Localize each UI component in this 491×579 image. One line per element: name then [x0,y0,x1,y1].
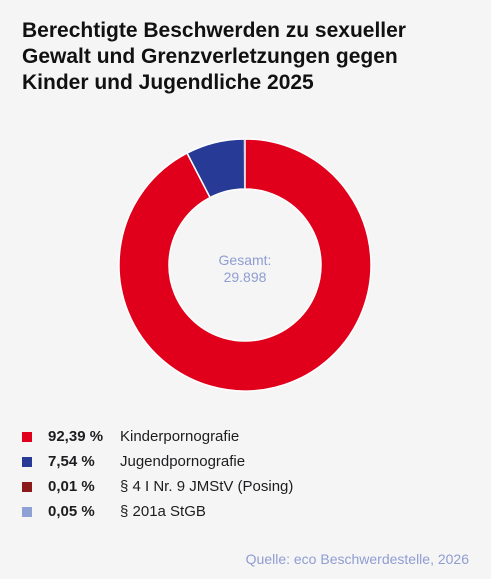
center-label: Gesamt: [219,252,272,268]
legend-percent: 92,39 % [48,428,104,445]
legend-swatch [22,481,32,492]
donut-slices [118,138,372,392]
chart-title-line-1: Berechtigte Beschwerden zu sexueller [22,19,406,42]
legend-item: 7,54 % Jugendpornografie [22,449,293,474]
legend-swatch [22,456,32,467]
donut-chart: Gesamt: 29.898 [118,138,372,392]
chart-title: Berechtigte Beschwerden zu sexueller Gew… [22,18,472,96]
legend-item: 0,01 % § 4 I Nr. 9 JMStV (Posing) [22,474,293,499]
legend-swatch [22,431,32,442]
legend-percent: 0,01 % [48,478,95,495]
source-note: Quelle: eco Beschwerdestelle, 2026 [245,551,469,567]
center-value: 29.898 [224,269,267,285]
legend-item: 92,39 % Kinderpornografie [22,424,293,449]
donut-slice [118,138,372,392]
chart-title-line-2: Gewalt und Grenzverletzungen gegen [22,45,398,68]
legend-item: 0,05 % § 201a StGB [22,499,293,524]
legend-percent: 7,54 % [48,453,95,470]
legend-swatch [22,506,32,517]
legend-label: § 4 I Nr. 9 JMStV (Posing) [120,478,294,495]
legend-label: Kinderpornografie [120,428,240,445]
legend: 92,39 % Kinderpornografie 7,54 % Jugendp… [22,424,293,524]
legend-label: Jugendpornografie [120,453,246,470]
legend-label: § 201a StGB [120,503,206,520]
legend-percent: 0,05 % [48,503,95,520]
chart-title-line-3: Kinder und Jugendliche 2025 [22,71,314,94]
